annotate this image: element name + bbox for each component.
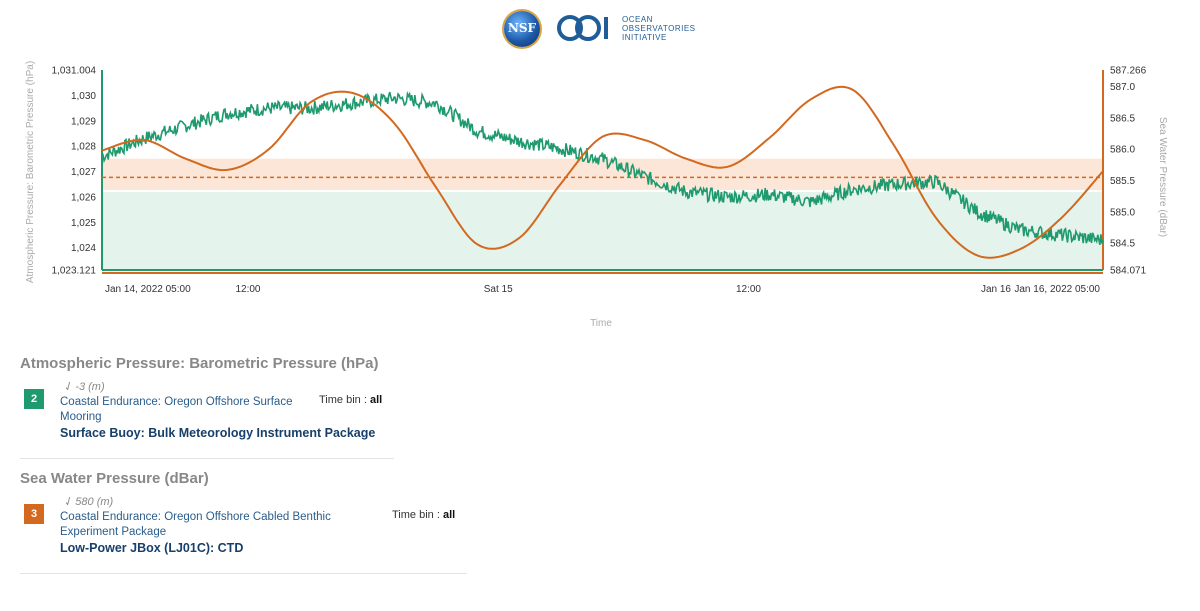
right-tick-label: 584.5 [1110,239,1135,250]
left-y-axis-title: Atmospheric Pressure: Barometric Pressur… [25,61,36,283]
left-tick-label: 1,026 [71,192,96,203]
time-bin-value: all [442,509,456,521]
left-tick-label: 1,023.121 [52,266,97,277]
depth-value: -3 (m) [75,381,105,393]
legend-barometric: Atmospheric Pressure: Barometric Pressur… [20,355,400,440]
x-tick-label: Jan 16 [981,284,1011,295]
legend-seawater: Sea Water Pressure (dBar) 3 ⇃ 580 (m) Co… [20,470,470,555]
left-tick-label: 1,029 [71,116,96,127]
nsf-logo-icon: NSF [504,11,540,47]
depth-label: ⇃ -3 (m) [63,380,105,393]
legend-item[interactable]: 3 ⇃ 580 (m) Coastal Endurance: Oregon Of… [20,495,470,555]
left-tick-label: 1,025 [71,218,96,229]
legend-item[interactable]: 2 ⇃ -3 (m) Coastal Endurance: Oregon Off… [20,380,400,440]
left-tick-label: 1,030 [71,91,96,102]
left-tick-label: 1,028 [71,142,96,153]
ooi-logo-line: INITIATIVE [622,33,667,42]
right-tick-label: 587.266 [1110,66,1147,77]
x-tick-label: Jan 14, 2022 05:00 [105,284,191,295]
logo-header: NSF OCEAN OBSERVATORIES INITIATIVE [0,0,1200,52]
depth-label: ⇃ 580 (m) [63,495,113,508]
series-line-1[interactable] [101,90,1104,245]
time-bin: Time bin : all [392,509,455,521]
sort-depth-icon: ⇃ [63,496,73,508]
time-bin-label: Time bin : [392,509,443,521]
left-tick-label: 1,027 [71,167,96,178]
right-tick-label: 585.0 [1110,207,1135,218]
site-link[interactable]: Coastal Endurance: Oregon Offshore Cable… [60,511,331,538]
x-tick-label: Sat 15 [484,284,513,295]
dual-axis-chart[interactable]: 1,023.121 1,024 1,025 1,026 1,027 1,028 1,029 1… [0,52,1200,337]
x-axis-title: Time [590,318,612,329]
time-bin-value: all [369,394,383,406]
instrument-link[interactable]: Low-Power JBox (LJ01C): CTD [60,541,244,555]
sort-depth-icon: ⇃ [63,381,73,393]
right-tick-label: 586.5 [1110,113,1135,124]
legend-divider [20,458,394,459]
instrument-link[interactable]: Surface Buoy: Bulk Meteorology Instrumen… [60,426,376,440]
right-tick-label: 586.0 [1110,145,1135,156]
ooi-logo-line: OBSERVATORIES [622,24,696,33]
right-tick-label: 587.0 [1110,82,1135,93]
x-tick-label: Jan 16, 2022 05:00 [1014,284,1100,295]
time-bin-label: Time bin : [319,394,370,406]
series-line-2[interactable] [101,85,1104,259]
time-bin: Time bin : all [319,394,382,406]
legend-divider [20,573,467,574]
ooi-logo-icon [556,15,608,41]
right-tick-label: 584.071 [1110,266,1147,277]
x-tick-label: 12:00 [736,284,761,295]
x-tick-label: 12:00 [235,284,260,295]
series-badge: 2 [24,389,44,409]
series-badge: 3 [24,504,44,524]
right-y-axis-title: Sea Water Pressure (dBar) [1157,117,1168,237]
depth-value: 580 (m) [75,496,114,508]
seawater-range-band [102,158,1103,190]
left-tick-label: 1,024 [71,243,96,254]
right-tick-label: 585.5 [1110,176,1135,187]
nsf-logo-text: NSF [507,21,537,35]
legend-title: Atmospheric Pressure: Barometric Pressur… [20,355,379,372]
site-link[interactable]: Coastal Endurance: Oregon Offshore Surfa… [60,396,293,423]
left-tick-label: 1,031.004 [52,66,97,77]
ooi-logo-text: OCEAN OBSERVATORIES INITIATIVE [622,15,695,42]
baro-range-band [102,191,1103,270]
ooi-logo-line: OCEAN [622,15,653,24]
legend-title: Sea Water Pressure (dBar) [20,470,209,487]
